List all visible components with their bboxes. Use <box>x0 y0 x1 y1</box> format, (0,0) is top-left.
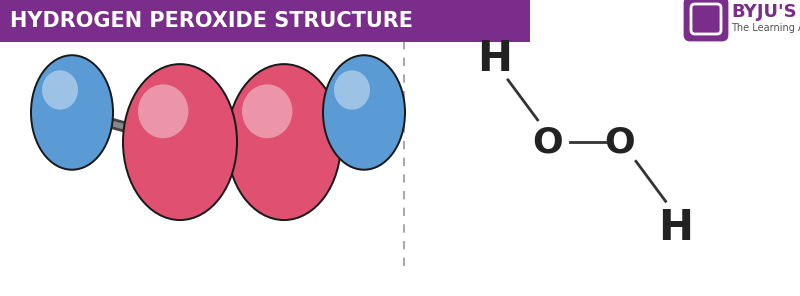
Text: BYJU'S: BYJU'S <box>731 3 797 21</box>
Ellipse shape <box>228 65 340 219</box>
Text: H: H <box>477 38 512 80</box>
Ellipse shape <box>138 84 189 138</box>
Ellipse shape <box>242 84 293 138</box>
Text: The Learning App: The Learning App <box>731 23 800 33</box>
Ellipse shape <box>32 56 112 169</box>
Text: O: O <box>605 125 635 159</box>
Ellipse shape <box>324 56 404 169</box>
Ellipse shape <box>226 63 342 221</box>
FancyBboxPatch shape <box>0 0 530 42</box>
Text: HYDROGEN PEROXIDE STRUCTURE: HYDROGEN PEROXIDE STRUCTURE <box>10 11 413 31</box>
FancyBboxPatch shape <box>0 0 50 42</box>
Text: O: O <box>533 125 563 159</box>
Ellipse shape <box>30 54 114 171</box>
FancyBboxPatch shape <box>691 4 721 34</box>
Ellipse shape <box>334 70 370 110</box>
FancyBboxPatch shape <box>0 0 520 42</box>
FancyBboxPatch shape <box>685 0 727 40</box>
Ellipse shape <box>322 54 406 171</box>
Ellipse shape <box>124 65 236 219</box>
Text: H: H <box>658 207 694 249</box>
Ellipse shape <box>122 63 238 221</box>
Ellipse shape <box>42 70 78 110</box>
